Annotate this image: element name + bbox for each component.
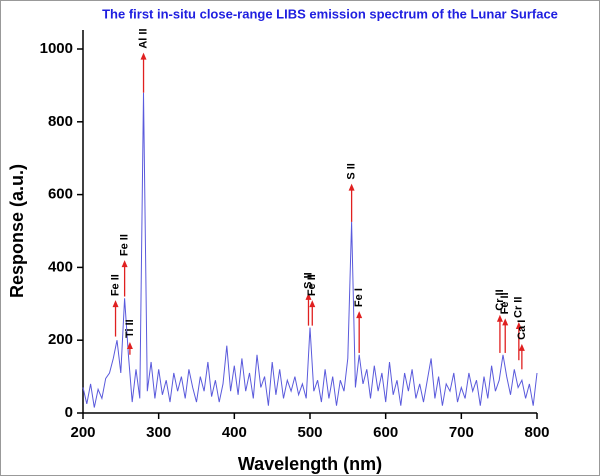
annotation-label: Cr II [513, 297, 525, 318]
arrow-head [518, 343, 525, 351]
arrow-head [112, 300, 119, 308]
annotation-label: Al II [137, 28, 149, 48]
y-tick-label: 600 [48, 186, 73, 203]
x-axis-label: Wavelength (nm) [238, 454, 382, 474]
arrow-head [515, 322, 522, 329]
x-tick-label: 600 [373, 424, 398, 441]
y-tick-label: 800 [48, 113, 73, 130]
y-tick-label: 400 [48, 258, 73, 275]
annotation-label: Fe II [306, 274, 318, 296]
y-axis-label: Response (a.u.) [7, 164, 27, 298]
x-tick-label: 800 [524, 424, 549, 441]
x-tick-label: 500 [297, 424, 322, 441]
annotation-label: Ca I [516, 320, 528, 340]
annotation-label: Fe II [119, 234, 131, 256]
x-tick-label: 400 [222, 424, 247, 441]
annotation-label: Cr II [494, 289, 506, 310]
spectrum-line [82, 92, 538, 408]
arrow-head [502, 318, 509, 326]
annotation-label: Fe II [109, 274, 121, 296]
y-tick-label: 200 [48, 331, 73, 348]
annotation-label: S II [302, 272, 314, 289]
annotation-label: Ti II [124, 319, 136, 338]
arrow-head [121, 260, 128, 268]
arrow-head [309, 300, 316, 308]
annotation-label: Fe I [353, 288, 365, 307]
arrow-head [305, 292, 312, 300]
arrow-head [126, 342, 133, 350]
annotation-label: S II [346, 163, 358, 180]
y-tick-label: 0 [65, 404, 73, 421]
x-tick-label: 300 [146, 424, 171, 441]
arrow-head [496, 314, 503, 322]
annotation-label: Fe II [499, 292, 511, 314]
x-tick-label: 200 [70, 424, 95, 441]
chart-title: The first in-situ close-range LIBS emiss… [102, 6, 558, 21]
arrow-head [348, 183, 355, 191]
arrow-head [140, 52, 147, 60]
y-tick-label: 1000 [40, 40, 73, 57]
arrow-head [356, 311, 363, 319]
x-tick-label: 700 [449, 424, 474, 441]
